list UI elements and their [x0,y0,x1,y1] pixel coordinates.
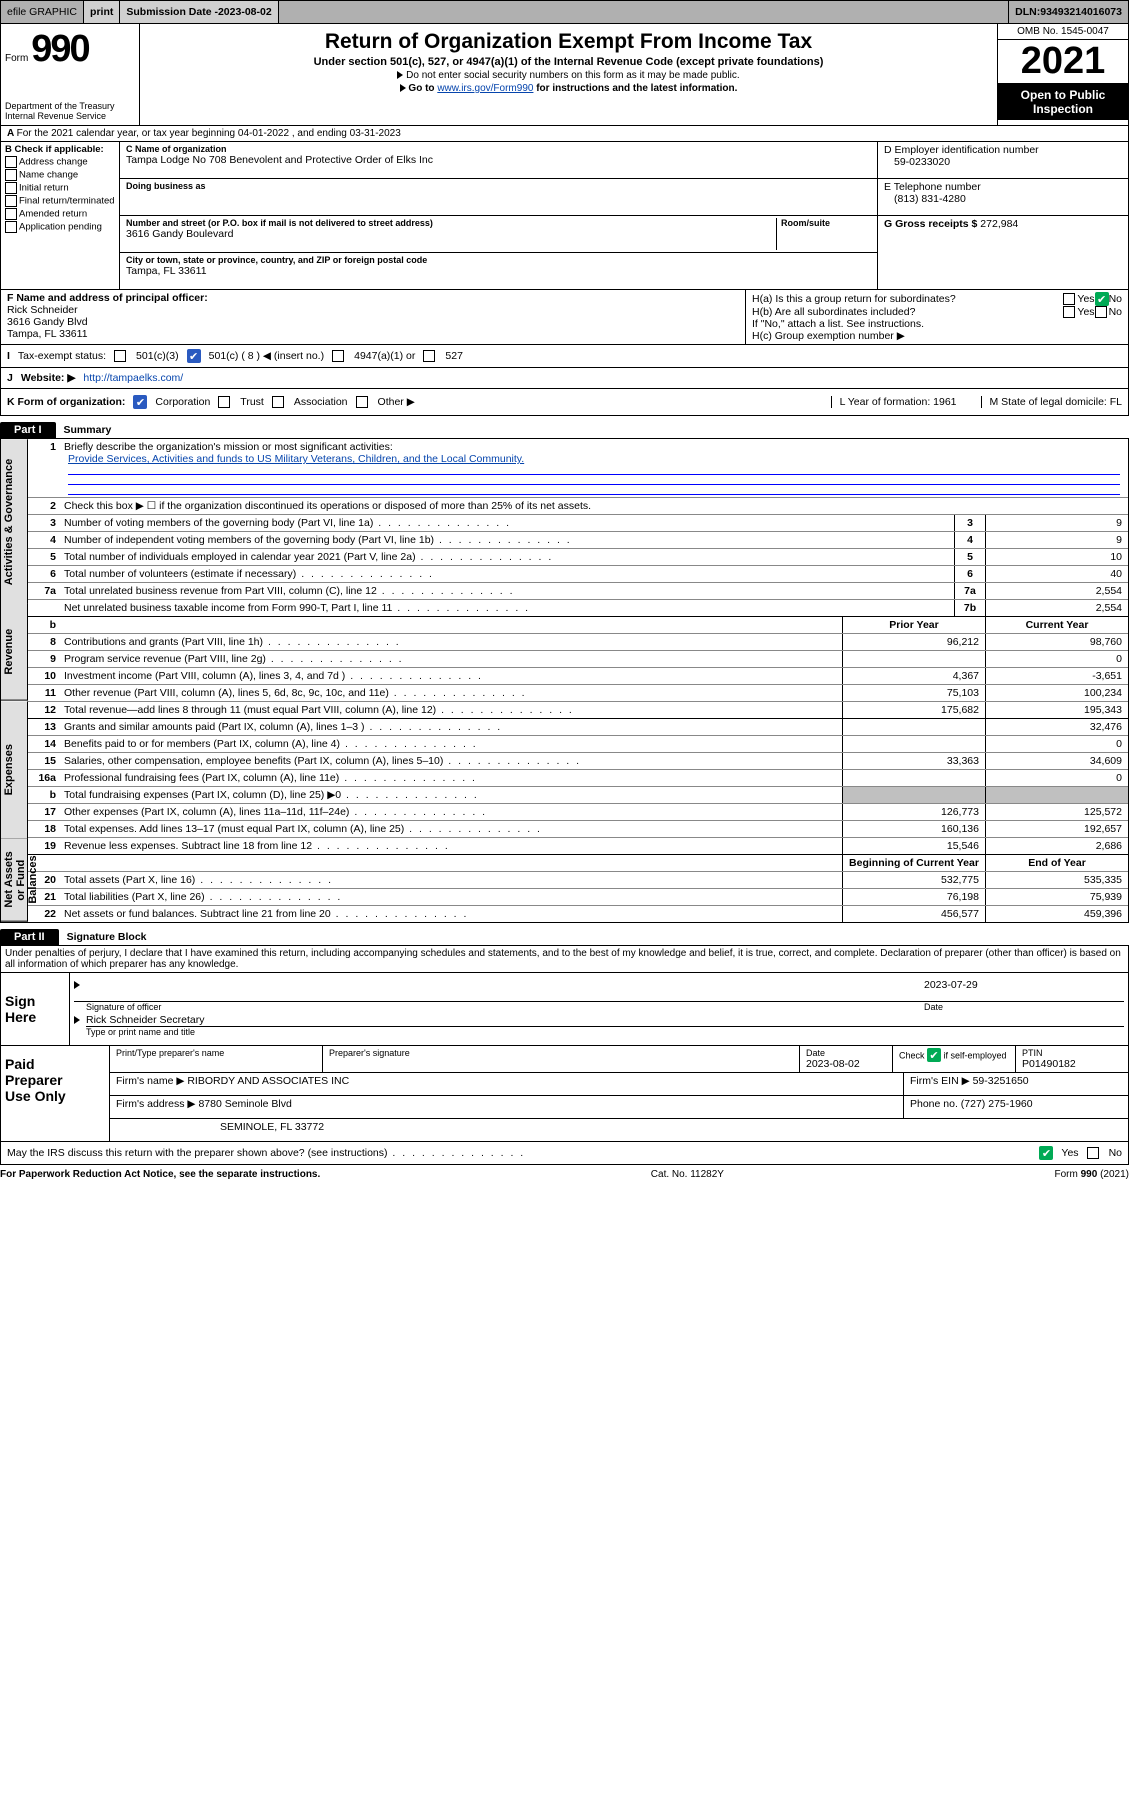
gross-receipts: 272,984 [980,218,1018,230]
chk-amended[interactable]: Amended return [5,208,115,220]
summary-row: 8Contributions and grants (Part VIII, li… [28,634,1128,651]
street: 3616 Gandy Boulevard [126,228,776,240]
chk-501c3[interactable] [114,350,126,362]
paid-preparer-block: Paid Preparer Use Only Print/Type prepar… [0,1046,1129,1142]
col-d: D Employer identification number 59-0233… [878,142,1128,289]
vtab-governance: Activities & Governance [1,439,28,604]
summary-table: Activities & Governance Revenue Expenses… [0,438,1129,923]
form-header: Form 990 Department of the Treasury Inte… [0,24,1129,126]
chk-other[interactable] [356,396,368,408]
summary-row: 17Other expenses (Part IX, column (A), l… [28,804,1128,821]
ha-yes[interactable] [1063,293,1075,305]
sign-block: Sign Here 2023-07-29 Signature of office… [0,973,1129,1046]
summary-row: 6Total number of volunteers (estimate if… [28,566,1128,583]
summary-row: 10Investment income (Part VIII, column (… [28,668,1128,685]
row-k: K Form of organization: ✔Corporation Tru… [0,389,1129,416]
chk-self-employed[interactable]: ✔ [927,1048,941,1062]
chk-trust[interactable] [218,396,230,408]
hb-yes[interactable] [1063,306,1075,318]
summary-row: 9Program service revenue (Part VIII, lin… [28,651,1128,668]
efile-label: efile GRAPHIC [1,1,84,23]
chk-pending[interactable]: Application pending [5,221,115,233]
may-no[interactable] [1087,1147,1099,1159]
chk-name[interactable]: Name change [5,169,115,181]
summary-row: 12Total revenue—add lines 8 through 11 (… [28,702,1128,718]
summary-row: 21Total liabilities (Part X, line 26) 76… [28,889,1128,906]
topbar-spacer [279,1,1008,23]
triangle-icon [400,84,406,92]
col-h: H(a) Is this a group return for subordin… [746,290,1128,344]
triangle-icon [74,1016,80,1024]
col-c: C Name of organization Tampa Lodge No 70… [120,142,878,289]
triangle-icon [397,71,403,79]
row-i: I Tax-exempt status: 501(c)(3) ✔501(c) (… [0,345,1129,368]
summary-row: 11Other revenue (Part VIII, column (A), … [28,685,1128,702]
mission: Provide Services, Activities and funds t… [64,453,528,465]
part2-header: Part II Signature Block [0,929,1129,945]
vtab-expenses: Expenses [1,701,28,839]
summary-row: 20Total assets (Part X, line 16) 532,775… [28,872,1128,889]
summary-row: 4Number of independent voting members of… [28,532,1128,549]
year-block: OMB No. 1545-0047 2021 Open to Public In… [998,24,1128,125]
summary-row: 22Net assets or fund balances. Subtract … [28,906,1128,922]
hb-no[interactable] [1095,306,1107,318]
summary-row: 19Revenue less expenses. Subtract line 1… [28,838,1128,854]
summary-row: 16aProfessional fundraising fees (Part I… [28,770,1128,787]
irs-link[interactable]: www.irs.gov/Form990 [437,83,533,94]
chk-final[interactable]: Final return/terminated [5,195,115,207]
block-bcd: B Check if applicable: Address change Na… [0,142,1129,290]
summary-row: 3Number of voting members of the governi… [28,515,1128,532]
chk-527[interactable] [423,350,435,362]
org-name: Tampa Lodge No 708 Benevolent and Protec… [126,154,871,166]
summary-row: 13Grants and similar amounts paid (Part … [28,719,1128,736]
triangle-icon [74,981,80,989]
open-to-public: Open to Public Inspection [998,84,1128,120]
col-f: F Name and address of principal officer:… [1,290,746,344]
ein: 59-0233020 [884,156,1122,168]
form-title-block: Return of Organization Exempt From Incom… [140,24,998,125]
ha-no-checked[interactable]: ✔ [1095,292,1109,306]
form-number-block: Form 990 Department of the Treasury Inte… [1,24,140,125]
top-bar: efile GRAPHIC print Submission Date - 20… [0,0,1129,24]
summary-row: bTotal fundraising expenses (Part IX, co… [28,787,1128,804]
chk-assoc[interactable] [272,396,284,408]
row-a: A For the 2021 calendar year, or tax yea… [0,126,1129,142]
chk-501c-checked[interactable]: ✔ [187,349,201,363]
website-link[interactable]: http://tampaelks.com/ [83,372,183,384]
form-title: Return of Organization Exempt From Incom… [148,30,989,54]
row-j: J Website: ▶ http://tampaelks.com/ [0,368,1129,389]
chk-corp[interactable]: ✔ [133,395,147,409]
chk-4947[interactable] [332,350,344,362]
part1-header: Part I Summary [0,422,1129,438]
footer: For Paperwork Reduction Act Notice, see … [0,1165,1129,1184]
dln: DLN: 93493214016073 [1008,1,1128,23]
summary-row: 14Benefits paid to or for members (Part … [28,736,1128,753]
block-fh: F Name and address of principal officer:… [0,290,1129,345]
summary-row: 5Total number of individuals employed in… [28,549,1128,566]
summary-row: Net unrelated business taxable income fr… [28,600,1128,616]
col-b: B Check if applicable: Address change Na… [1,142,120,289]
print-button[interactable]: print [84,1,120,23]
city: Tampa, FL 33611 [126,265,871,277]
summary-row: 18Total expenses. Add lines 13–17 (must … [28,821,1128,838]
telephone: (813) 831-4280 [884,193,1122,205]
may-yes[interactable]: ✔ [1039,1146,1053,1160]
chk-initial[interactable]: Initial return [5,182,115,194]
vtab-revenue: Revenue [1,604,28,701]
summary-row: 7aTotal unrelated business revenue from … [28,583,1128,600]
chk-address[interactable]: Address change [5,156,115,168]
submission-date: Submission Date - 2023-08-02 [120,1,278,23]
declaration: Under penalties of perjury, I declare th… [0,945,1129,973]
summary-row: 15Salaries, other compensation, employee… [28,753,1128,770]
vtab-netassets: Net Assets or Fund Balances [1,839,28,922]
may-discuss: May the IRS discuss this return with the… [0,1142,1129,1165]
